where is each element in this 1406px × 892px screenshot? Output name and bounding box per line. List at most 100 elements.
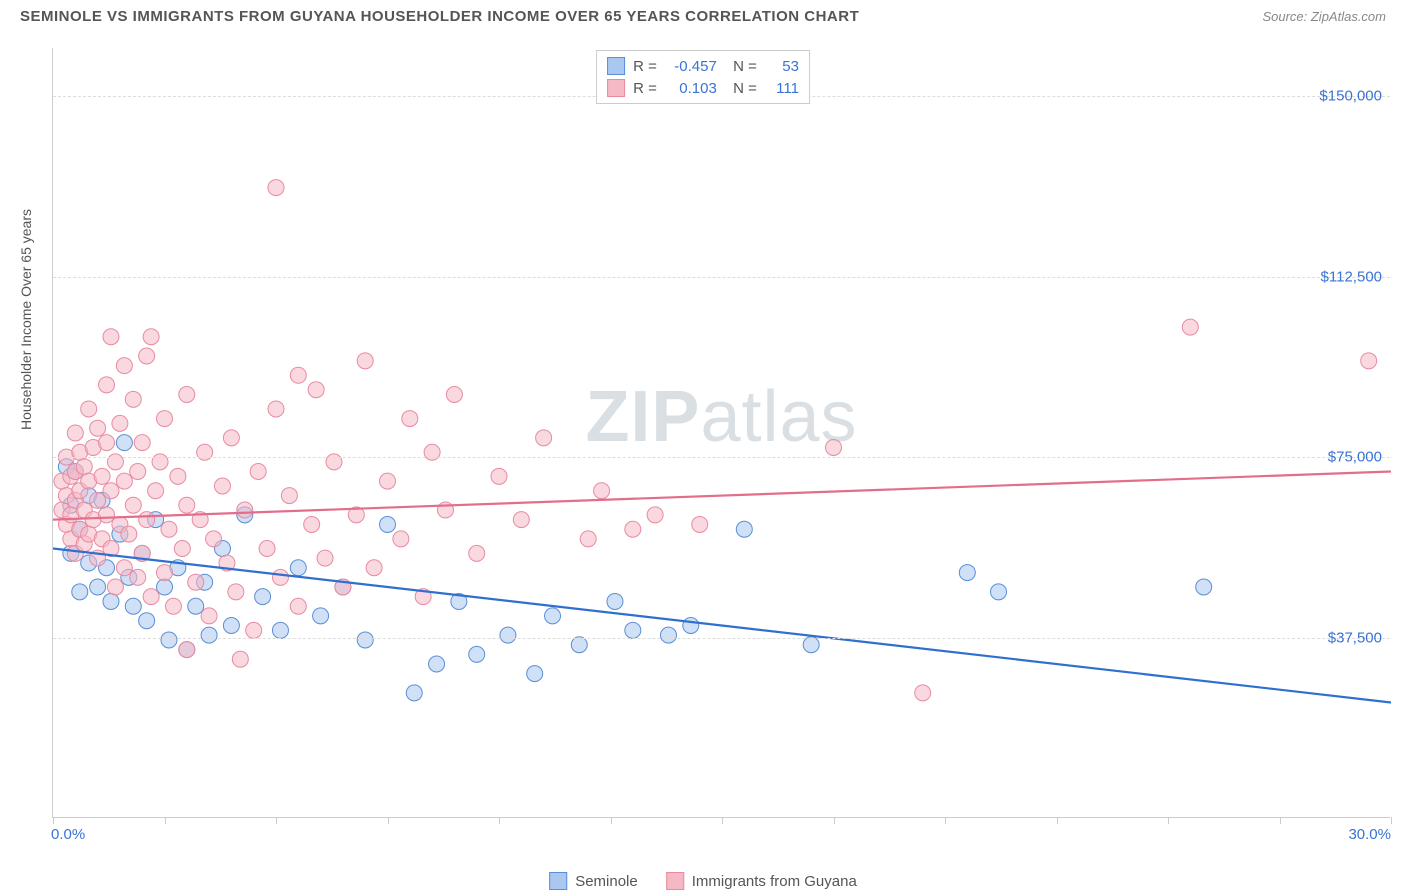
scatter-point-guyana — [268, 180, 284, 196]
x-tick — [499, 817, 500, 824]
scatter-point-guyana — [170, 468, 186, 484]
scatter-point-guyana — [317, 550, 333, 566]
scatter-point-guyana — [116, 358, 132, 374]
x-tick — [276, 817, 277, 824]
legend-label: Seminole — [575, 873, 638, 890]
scatter-point-guyana — [491, 468, 507, 484]
scatter-point-guyana — [625, 521, 641, 537]
legend-swatch — [607, 79, 625, 97]
scatter-point-seminole — [255, 589, 271, 605]
scatter-point-guyana — [290, 598, 306, 614]
scatter-point-seminole — [1196, 579, 1212, 595]
scatter-point-seminole — [116, 435, 132, 451]
scatter-point-seminole — [545, 608, 561, 624]
x-tick — [1280, 817, 1281, 824]
scatter-point-guyana — [1361, 353, 1377, 369]
scatter-point-guyana — [90, 492, 106, 508]
legend-r-value: 0.103 — [665, 80, 717, 97]
scatter-point-guyana — [228, 584, 244, 600]
scatter-point-seminole — [223, 618, 239, 634]
gridline — [53, 457, 1390, 458]
scatter-point-guyana — [594, 483, 610, 499]
scatter-point-guyana — [143, 329, 159, 345]
legend-r-label: R = — [633, 80, 657, 97]
scatter-point-guyana — [67, 425, 83, 441]
scatter-point-guyana — [139, 512, 155, 528]
scatter-point-guyana — [139, 348, 155, 364]
scatter-point-guyana — [116, 473, 132, 489]
scatter-point-guyana — [250, 464, 266, 480]
scatter-point-seminole — [991, 584, 1007, 600]
y-tick-label: $112,500 — [1321, 268, 1382, 285]
scatter-point-guyana — [99, 507, 115, 523]
scatter-point-seminole — [380, 516, 396, 532]
scatter-point-seminole — [90, 579, 106, 595]
x-tick — [1391, 817, 1392, 824]
x-tick — [53, 817, 54, 824]
scatter-point-seminole — [429, 656, 445, 672]
source-prefix: Source: — [1262, 9, 1310, 24]
scatter-point-guyana — [112, 415, 128, 431]
x-tick — [165, 817, 166, 824]
scatter-point-guyana — [446, 387, 462, 403]
scatter-point-seminole — [500, 627, 516, 643]
scatter-point-guyana — [393, 531, 409, 547]
legend-r-label: R = — [633, 58, 657, 75]
scatter-point-seminole — [607, 593, 623, 609]
legend-swatch — [549, 872, 567, 890]
source-label: Source: ZipAtlas.com — [1262, 9, 1386, 24]
scatter-point-guyana — [130, 569, 146, 585]
scatter-point-guyana — [90, 420, 106, 436]
scatter-point-guyana — [157, 411, 173, 427]
scatter-point-seminole — [125, 598, 141, 614]
scatter-point-guyana — [157, 565, 173, 581]
legend-label: Immigrants from Guyana — [692, 873, 857, 890]
scatter-point-guyana — [165, 598, 181, 614]
scatter-point-guyana — [143, 589, 159, 605]
scatter-point-guyana — [99, 435, 115, 451]
scatter-point-guyana — [469, 545, 485, 561]
source-name: ZipAtlas.com — [1311, 9, 1386, 24]
scatter-point-guyana — [237, 502, 253, 518]
legend-item-seminole: Seminole — [549, 872, 638, 890]
scatter-point-seminole — [201, 627, 217, 643]
chart-plot-area: ZIPatlas $37,500$75,000$112,500$150,0000… — [52, 48, 1390, 818]
x-tick — [945, 817, 946, 824]
scatter-point-seminole — [313, 608, 329, 624]
title-bar: SEMINOLE VS IMMIGRANTS FROM GUYANA HOUSE… — [0, 0, 1406, 33]
scatter-point-seminole — [406, 685, 422, 701]
scatter-point-guyana — [304, 516, 320, 532]
gridline — [53, 638, 1390, 639]
scatter-point-guyana — [125, 391, 141, 407]
scatter-point-guyana — [125, 497, 141, 513]
scatter-point-guyana — [116, 560, 132, 576]
legend-row-seminole: R = -0.457 N = 53 — [607, 55, 799, 77]
legend-r-value: -0.457 — [665, 58, 717, 75]
scatter-point-guyana — [130, 464, 146, 480]
scatter-point-guyana — [281, 488, 297, 504]
scatter-point-guyana — [647, 507, 663, 523]
legend-n-value: 53 — [765, 58, 799, 75]
scatter-point-guyana — [366, 560, 382, 576]
legend-correlation: R = -0.457 N = 53R = 0.103 N = 111 — [596, 50, 810, 104]
scatter-point-guyana — [99, 377, 115, 393]
scatter-point-seminole — [272, 622, 288, 638]
scatter-point-guyana — [161, 521, 177, 537]
scatter-point-seminole — [290, 560, 306, 576]
scatter-point-guyana — [206, 531, 222, 547]
scatter-point-guyana — [915, 685, 931, 701]
scatter-point-guyana — [214, 478, 230, 494]
x-tick — [722, 817, 723, 824]
scatter-point-seminole — [188, 598, 204, 614]
legend-row-guyana: R = 0.103 N = 111 — [607, 77, 799, 99]
legend-swatch — [666, 872, 684, 890]
scatter-point-seminole — [803, 637, 819, 653]
scatter-point-guyana — [103, 483, 119, 499]
scatter-point-guyana — [268, 401, 284, 417]
legend-n-label: N = — [725, 80, 757, 97]
scatter-point-guyana — [290, 367, 306, 383]
scatter-point-guyana — [148, 483, 164, 499]
legend-swatch — [607, 57, 625, 75]
scatter-svg — [53, 48, 1391, 818]
x-tick — [388, 817, 389, 824]
